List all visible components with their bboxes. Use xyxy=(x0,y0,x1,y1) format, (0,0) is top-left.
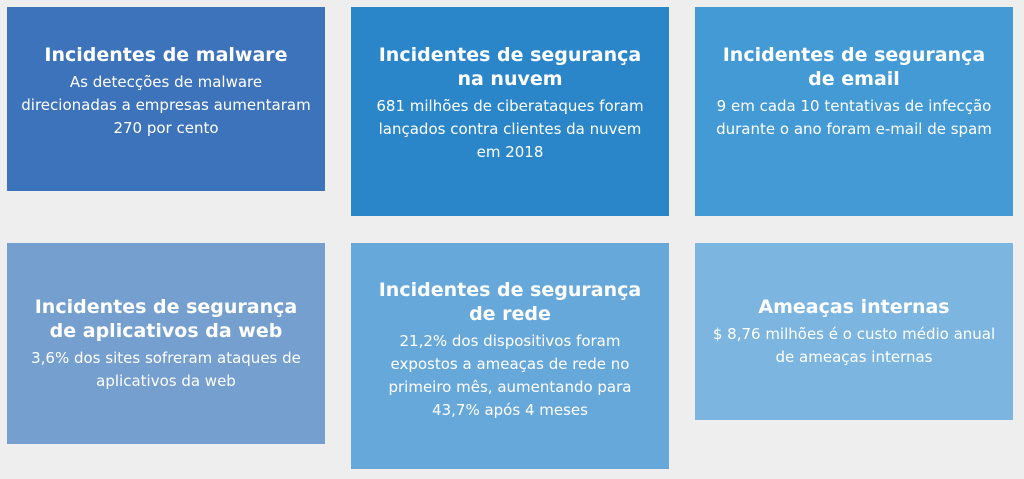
card-title: Incidentes de segurança de aplicativos d… xyxy=(34,295,298,342)
card-insider-threats: Ameaças internas $ 8,76 milhões é o cust… xyxy=(695,243,1013,420)
card-email-security-incidents: Incidentes de segurança de email 9 em ca… xyxy=(695,7,1013,216)
card-title: Ameaças internas xyxy=(758,295,950,318)
card-cloud-security-incidents: Incidentes de segurança na nuvem 681 mil… xyxy=(351,7,669,216)
card-title: Incidentes de segurança de rede xyxy=(378,279,642,325)
card-title: Incidentes de malware xyxy=(44,44,288,66)
card-description: As detecções de malware direcionadas a e… xyxy=(21,73,311,137)
card-description: 681 milhões de ciberataques foram lançad… xyxy=(376,97,644,161)
card-description: $ 8,76 milhões é o custo médio anual de … xyxy=(712,324,996,366)
card-title: Incidentes de segurança na nuvem xyxy=(378,44,642,90)
card-malware-incidents: Incidentes de malware As detecções de ma… xyxy=(7,7,325,191)
card-description: 9 em cada 10 tentativas de infecção dura… xyxy=(716,97,992,138)
card-network-security-incidents: Incidentes de segurança de rede 21,2% do… xyxy=(351,243,669,469)
card-description: 3,6% dos sites sofreram ataques de aplic… xyxy=(31,348,301,390)
card-web-app-security-incidents: Incidentes de segurança de aplicativos d… xyxy=(7,243,325,444)
card-description: 21,2% dos dispositivos foram expostos a … xyxy=(388,332,632,419)
card-title: Incidentes de segurança de email xyxy=(722,44,986,90)
